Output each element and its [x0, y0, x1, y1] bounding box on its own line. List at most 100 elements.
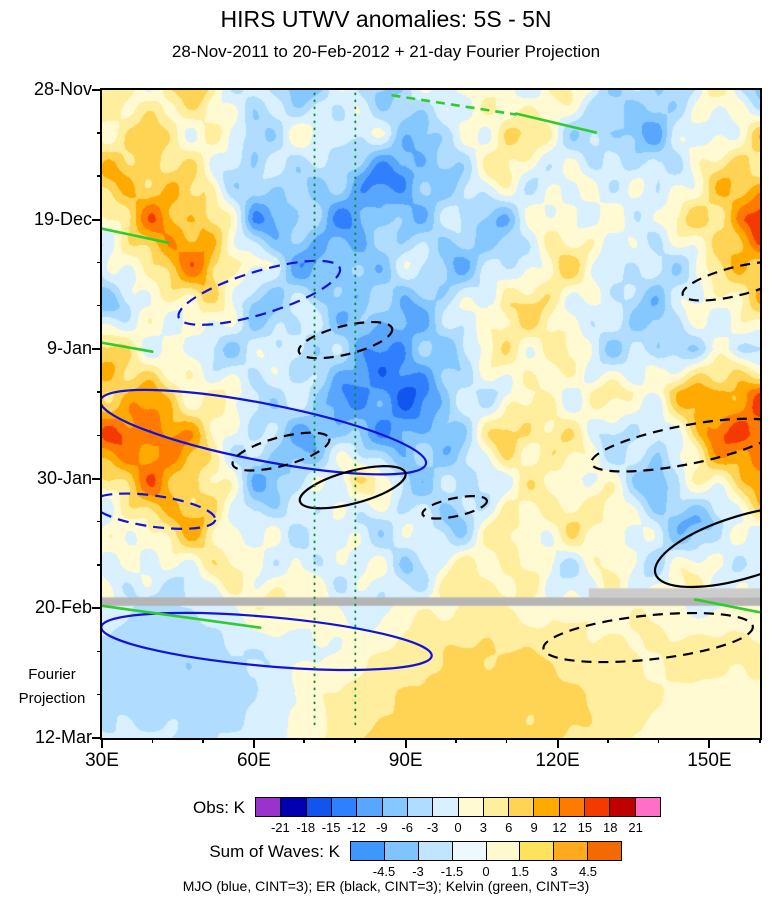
heatmap-canvas: [102, 90, 760, 738]
mjo-wave-contour: [102, 388, 428, 476]
er-wave-contour: [231, 431, 331, 472]
colorbar-tick-label: 0: [482, 864, 490, 879]
kelvin-wave-line: [102, 341, 154, 354]
obs-colorbar: [255, 797, 661, 817]
colorbar-tick-label: 1.5: [510, 864, 530, 879]
er-wave-contour: [421, 495, 489, 520]
kelvin-wave-line: [514, 112, 598, 135]
fourier-annotation-line2: Projection: [18, 690, 86, 707]
colorbar-cell: [357, 798, 383, 816]
colorbar-tick-label: 18: [603, 820, 618, 835]
colorbar-cell: [384, 842, 419, 860]
colorbar-tick-label: 15: [577, 820, 593, 835]
y-axis-tick-label: 9-Jan: [46, 338, 92, 359]
colorbar-tick-label: -3: [412, 864, 424, 879]
y-axis-major-tick: [92, 607, 102, 610]
sum-colorbar-title: Sum of Waves: K: [209, 842, 340, 861]
colorbar-cell: [520, 842, 555, 860]
y-axis-minor-tick: [97, 391, 102, 393]
x-axis-minor-tick: [202, 738, 204, 743]
colorbar-cell: [418, 842, 453, 860]
sum-colorbar-tick-labels: -4.5 -3 -1.5 0 1.5 3 4.5: [350, 864, 622, 879]
colorbar-cell: [554, 842, 589, 860]
x-axis-tick-label: 150E: [687, 750, 732, 771]
y-axis-tick-label: 19-Dec: [33, 208, 92, 229]
colorbar-cell: [407, 798, 434, 816]
x-axis-minor-tick: [657, 738, 660, 743]
contour-legend-footnote: MJO (blue, CINT=3); ER (black, CINT=3); …: [182, 878, 590, 894]
colorbar-tick-label: 3: [550, 864, 558, 879]
colorbar-tick-label: 6: [505, 820, 513, 835]
colorbar-cell: [610, 798, 636, 816]
colorbar-tick-label: 3: [479, 820, 487, 835]
y-axis-minor-tick: [97, 564, 102, 566]
x-axis-minor-tick: [505, 738, 508, 743]
y-axis-minor-tick: [97, 693, 102, 696]
colorbar-cell: [433, 798, 459, 816]
wave-contour-overlay: [102, 92, 760, 727]
obs-colorbar-title: Obs: K: [193, 798, 245, 817]
colorbar-cell: [509, 798, 535, 816]
x-axis-tick-label: 30E: [85, 750, 119, 771]
page-title: HIRS UTWV anomalies: 5S - 5N: [220, 6, 552, 32]
mjo-wave-contour: [177, 259, 342, 326]
y-axis-minor-tick: [97, 434, 102, 437]
kelvin-wave-line: [391, 93, 517, 116]
y-axis-minor-tick: [97, 261, 102, 264]
colorbar-tick-label: -18: [296, 820, 316, 835]
colorbar-cell: [486, 842, 521, 860]
y-axis-major-tick: [92, 477, 102, 480]
er-wave-contour: [653, 505, 760, 589]
y-axis-minor-tick: [97, 175, 102, 177]
colorbar-tick-label: -12: [347, 820, 366, 835]
plot-area: [92, 88, 762, 748]
x-axis-minor-tick: [607, 738, 609, 743]
er-wave-contour: [542, 611, 754, 664]
colorbar-cell: [351, 842, 385, 860]
colorbar-cell: [382, 798, 408, 816]
colorbar-tick-label: 21: [628, 820, 643, 835]
colorbar-cell: [585, 798, 611, 816]
colorbar-cell: [452, 842, 487, 860]
colorbar-tick-label: 12: [552, 820, 567, 835]
y-axis-minor-tick: [97, 520, 102, 523]
colorbar-cell: [588, 842, 621, 860]
x-axis-tick-label: 60E: [236, 750, 271, 771]
y-axis-minor-tick: [97, 132, 102, 134]
x-axis-tick-label: 120E: [535, 750, 580, 771]
x-axis-minor-tick: [759, 738, 761, 743]
colorbar-cell: [458, 798, 484, 816]
y-axis-tick-label: 20-Feb: [34, 597, 92, 618]
colorbar-tick-label: -4.5: [372, 864, 396, 879]
colorbar-tick-label: 4.5: [578, 864, 598, 879]
colorbar-tick-label: -9: [376, 820, 388, 835]
y-axis-major-tick: [92, 218, 102, 221]
colorbar-cell: [483, 798, 510, 816]
kelvin-wave-line: [102, 604, 262, 630]
colorbar-tick-label: 0: [454, 820, 462, 835]
er-wave-contour: [298, 465, 407, 510]
x-axis-major-tick: [708, 738, 711, 748]
obs-colorbar-tick-labels: -21 -18 -15 -12 -9 -6 -3 0 3 6 9 12 15 18 21: [255, 820, 661, 835]
y-axis-tick-label: 28-Nov: [33, 79, 92, 99]
x-axis-major-tick: [404, 738, 407, 748]
fourier-annotation-line1: Fourier: [28, 666, 76, 683]
x-axis-major-tick: [556, 738, 559, 748]
colorbar-cell: [281, 798, 307, 816]
kelvin-wave-line: [693, 598, 760, 614]
colorbar-cell: [534, 798, 560, 816]
x-axis-tick-label: 90E: [388, 750, 423, 771]
colorbar-tick-label: -15: [321, 820, 341, 835]
y-axis-major-tick: [92, 737, 102, 739]
x-axis-minor-tick: [455, 738, 457, 743]
x-axis-major-tick: [101, 738, 103, 748]
er-wave-contour: [681, 260, 760, 302]
colorbar-cell: [559, 798, 586, 816]
x-axis-minor-tick: [354, 738, 356, 743]
colorbar-tick-label: -21: [270, 820, 290, 835]
y-axis-tick-label: 30-Jan: [36, 467, 92, 488]
y-axis-major-tick: [92, 348, 102, 351]
sum-colorbar: [350, 841, 622, 861]
colorbar-tick-label: 9: [530, 820, 538, 835]
